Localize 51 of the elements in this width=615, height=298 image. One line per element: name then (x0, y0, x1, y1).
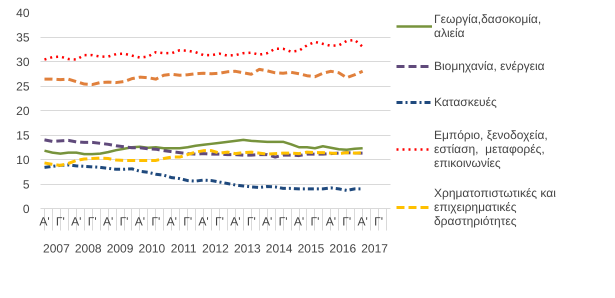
x-tick-label: Γ' (246, 214, 256, 228)
legend-label: Χρηματοπιστωτικές και επιχειρηματικές δραστηριότητες (434, 186, 556, 228)
x-tick-label: Α' (166, 214, 177, 228)
line-series (42, 138, 364, 159)
x-tick-label: Γ' (120, 214, 128, 228)
x-tick-label: Α' (326, 214, 336, 228)
x-tick-label: Α' (198, 214, 209, 228)
x-tick-label: Γ' (88, 214, 97, 228)
legend-label: Κατασκευές (434, 95, 497, 109)
x-tick-label: Γ' (215, 214, 224, 228)
legend-label: Εμπόριο, ξενοδοχεία, εστίαση, μεταφορές, επικοινωνίες (434, 128, 548, 170)
y-tick-label: 25 (16, 80, 30, 94)
y-tick-label: 0 (22, 202, 30, 216)
x-tick-label: Α' (294, 214, 304, 228)
x-tick-label: Α' (230, 214, 241, 228)
text: 2007 (43, 242, 70, 256)
x-tick-label: Α' (358, 214, 368, 228)
x-tick-label: Γ' (278, 214, 288, 228)
text: 2012 (202, 242, 230, 256)
x-tick-label: Α' (39, 214, 50, 228)
y-tick-label: 20 (16, 104, 30, 118)
x-tick-label: Γ' (310, 214, 320, 228)
text: 2015 (298, 242, 325, 256)
text: 2013 (234, 242, 261, 256)
x-tick-label: Γ' (342, 214, 352, 228)
x-tick-label: Γ' (374, 214, 384, 228)
y-tick-label: 35 (16, 30, 30, 44)
x-tick-label: Γ' (183, 214, 192, 228)
text: 2008 (74, 242, 102, 256)
legend-label: Γεωργία,δασοκομία, αλιεία (434, 12, 542, 40)
x-tick-label: Α' (262, 214, 272, 228)
x-tick-label: Α' (71, 214, 82, 228)
legend-label: Βιομηχανία, ενέργεια (434, 59, 545, 73)
y-tick-label: 10 (16, 153, 30, 167)
text: 2010 (138, 242, 166, 256)
text: 2017 (361, 242, 388, 256)
x-tick-label: Α' (134, 214, 146, 228)
y-tick-label: 5 (22, 178, 30, 192)
y-tick-label: 40 (16, 6, 30, 20)
x-tick-label: Γ' (151, 214, 160, 228)
text: 2014 (266, 242, 293, 256)
y-tick-label: 15 (16, 128, 30, 142)
line-series (43, 138, 364, 156)
x-tick-label: Γ' (56, 214, 65, 228)
y-tick-label: 30 (16, 55, 30, 69)
text: 2009 (106, 242, 134, 256)
line-series (43, 38, 364, 61)
text: 2011 (170, 242, 197, 256)
line-series (42, 68, 364, 86)
text: 2016 (329, 242, 356, 256)
x-tick-label: Α' (102, 214, 114, 228)
